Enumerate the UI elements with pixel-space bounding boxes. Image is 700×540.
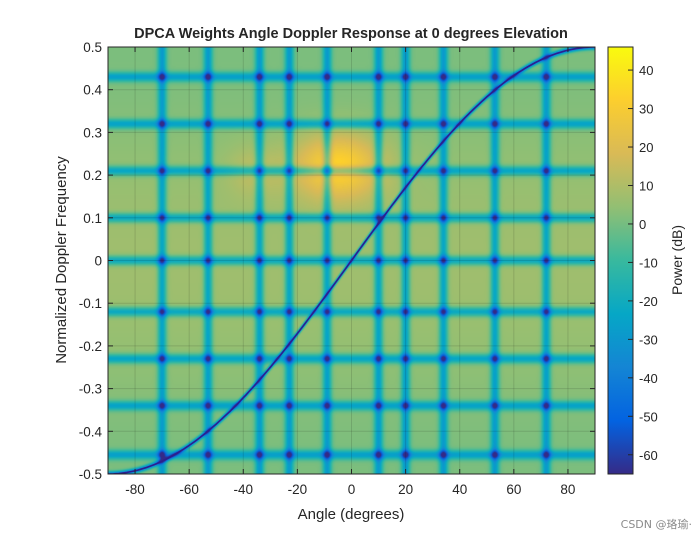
x-axis-label: Angle (degrees): [298, 506, 405, 523]
axis-ticks: [108, 46, 595, 475]
watermark-text: CSDN @珞瑜·: [620, 518, 692, 531]
colorbar-tick-label: -50: [639, 409, 658, 424]
x-tick-label: 80: [560, 482, 575, 497]
y-tick-label: 0: [94, 254, 102, 269]
x-tick-label: 40: [452, 482, 467, 497]
colorbar-ticks: -60 -50 -40 -30 -20 -10 0 10 20 30 40: [628, 63, 658, 463]
y-axis-label: Normalized Doppler Frequency: [53, 156, 70, 364]
colorbar-tick-label: -40: [639, 371, 658, 386]
colorbar-tick-label: 10: [639, 178, 653, 193]
y-tick-label: 0.2: [83, 168, 102, 183]
colorbar-tick-label: 0: [639, 217, 646, 232]
y-tick-label: -0.3: [79, 382, 102, 397]
y-tick-label: 0.4: [83, 83, 102, 98]
clutter-ridge-line: [108, 47, 595, 474]
colorbar-tick-label: -10: [639, 255, 658, 270]
y-tick-label: -0.2: [79, 339, 102, 354]
colorbar-label: Power (dB): [669, 225, 685, 295]
colorbar-tick-label: -60: [639, 448, 658, 463]
x-tick-label: -80: [125, 482, 145, 497]
colorbar-gradient: [607, 46, 634, 475]
x-tick-label: 60: [506, 482, 521, 497]
y-tick-label: 0.1: [83, 211, 102, 226]
x-tick-label: -20: [288, 482, 308, 497]
colorbar-tick-label: 20: [639, 140, 653, 155]
colorbar-tick-label: -30: [639, 332, 658, 347]
y-tick-label: -0.4: [79, 424, 103, 439]
y-tick-label: 0.3: [83, 125, 102, 140]
y-tick-label: -0.5: [79, 467, 102, 482]
x-axis-tick-labels: -80 -60 -40 -20 0 20 40 60 80: [125, 482, 575, 497]
y-axis-tick-labels: -0.5 -0.4 -0.3 -0.2 -0.1 0 0.1 0.2 0.3 0.4 0.5: [79, 40, 103, 482]
colorbar-tick-label: -20: [639, 294, 658, 309]
x-tick-label: 20: [398, 482, 413, 497]
plot-area: [107, 46, 596, 475]
y-tick-label: -0.1: [79, 296, 102, 311]
x-tick-label: -60: [179, 482, 199, 497]
colorbar-tick-label: 30: [639, 102, 653, 117]
x-tick-label: -40: [234, 482, 254, 497]
clutter-ridge: [108, 47, 595, 474]
x-tick-label: 0: [348, 482, 356, 497]
colorbar-tick-label: 40: [639, 63, 653, 78]
colorbar: -60 -50 -40 -30 -20 -10 0 10 20 30 40 Power (dB): [607, 46, 685, 475]
y-tick-label: 0.5: [83, 40, 102, 55]
chart-title: DPCA Weights Angle Doppler Response at 0…: [134, 26, 568, 42]
